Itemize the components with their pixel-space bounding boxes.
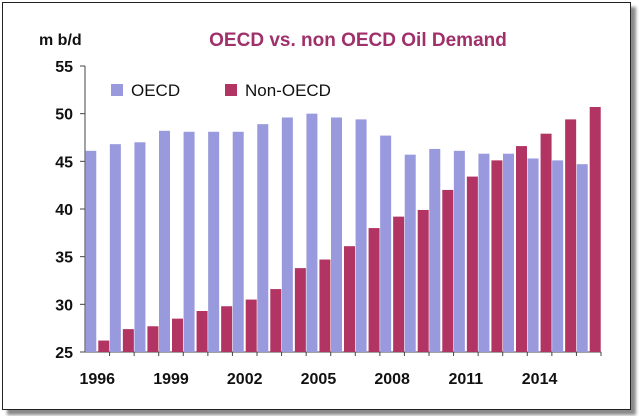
- bar-non-oecd-2016: [589, 106, 601, 352]
- bar-oecd-2009: [404, 154, 416, 352]
- x-tick-label: 2005: [301, 371, 337, 388]
- plot-area: 25 30 35 40 45 50 55 1996 1999 2002 2005 2008 2011 20…: [55, 59, 602, 388]
- x-tick-label: 2008: [374, 371, 410, 388]
- bar-oecd-2000: [183, 131, 195, 352]
- bar-non-oecd-1998: [147, 326, 159, 352]
- bar-oecd-1999: [159, 130, 170, 352]
- bar-non-oecd-2000: [196, 311, 208, 352]
- bar-oecd-2010: [429, 148, 441, 352]
- legend-swatch-non-oecd: [225, 84, 237, 96]
- chart-title: OECD vs. non OECD Oil Demand: [209, 30, 507, 51]
- bar-oecd-2011: [453, 150, 465, 352]
- bar-oecd-2012: [478, 153, 490, 352]
- bar-oecd-1998: [134, 142, 146, 352]
- bar-non-oecd-2001: [221, 306, 233, 352]
- bar-oecd-2005: [306, 113, 318, 353]
- bar-oecd-2016: [576, 164, 588, 352]
- bar-non-oecd-2002: [245, 299, 257, 352]
- bar-non-oecd-2007: [368, 228, 380, 352]
- bar-oecd-2001: [208, 131, 220, 352]
- y-tick-label: 30: [55, 297, 73, 314]
- bar-non-oecd-1996: [98, 340, 110, 352]
- legend-label-non-oecd: Non-OECD: [245, 81, 331, 100]
- bar-oecd-2014: [527, 158, 539, 352]
- bar-non-oecd-2014: [540, 133, 552, 352]
- bar-oecd-2015: [552, 160, 564, 352]
- bar-non-oecd-1997: [122, 329, 134, 352]
- x-tick-label: 2011: [448, 371, 483, 388]
- bar-oecd-2013: [503, 153, 514, 352]
- y-tick-label: 40: [55, 202, 73, 219]
- bar-oecd-1996: [85, 150, 97, 352]
- bar-non-oecd-2012: [491, 160, 503, 352]
- legend-swatch-oecd: [111, 84, 123, 96]
- bar-oecd-2003: [257, 124, 269, 352]
- bar-non-oecd-2010: [442, 189, 454, 352]
- y-tick-label: 50: [55, 107, 73, 124]
- bar-non-oecd-2008: [393, 216, 405, 352]
- x-tick-label: 2002: [227, 371, 263, 388]
- y-tick-label: 55: [55, 59, 73, 76]
- x-tick-label: 1996: [79, 371, 115, 388]
- bar-oecd-2004: [281, 117, 293, 352]
- bar-non-oecd-2005: [319, 259, 331, 352]
- bar-oecd-2007: [355, 119, 367, 353]
- legend: OECD Non-OECD: [111, 81, 331, 100]
- x-tick-label: 2014: [522, 371, 558, 388]
- bar-oecd-2002: [232, 131, 244, 352]
- bar-non-oecd-2003: [270, 289, 282, 352]
- bar-non-oecd-2013: [516, 146, 527, 352]
- y-tick-label: 25: [55, 345, 73, 362]
- chart-frame: OECD vs. non OECD Oil Demand m b/d 25 30 3…: [2, 2, 631, 410]
- y-tick-label: 45: [55, 154, 73, 171]
- bar-non-oecd-2009: [417, 209, 429, 352]
- bar-non-oecd-2015: [565, 119, 577, 353]
- y-tick-label: 35: [55, 250, 73, 267]
- bar-non-oecd-2006: [344, 246, 355, 352]
- bar-oecd-2008: [380, 135, 392, 352]
- bar-oecd-2006: [331, 117, 342, 352]
- y-axis-label: m b/d: [39, 32, 82, 49]
- bar-non-oecd-2004: [294, 268, 306, 352]
- bar-oecd-1997: [109, 144, 121, 352]
- bar-non-oecd-2011: [466, 176, 478, 352]
- legend-label-oecd: OECD: [131, 81, 180, 100]
- x-tick-label: 1999: [153, 371, 189, 388]
- oil-demand-chart: OECD vs. non OECD Oil Demand m b/d 25 30 3…: [39, 30, 602, 388]
- bar-non-oecd-1999: [172, 318, 183, 352]
